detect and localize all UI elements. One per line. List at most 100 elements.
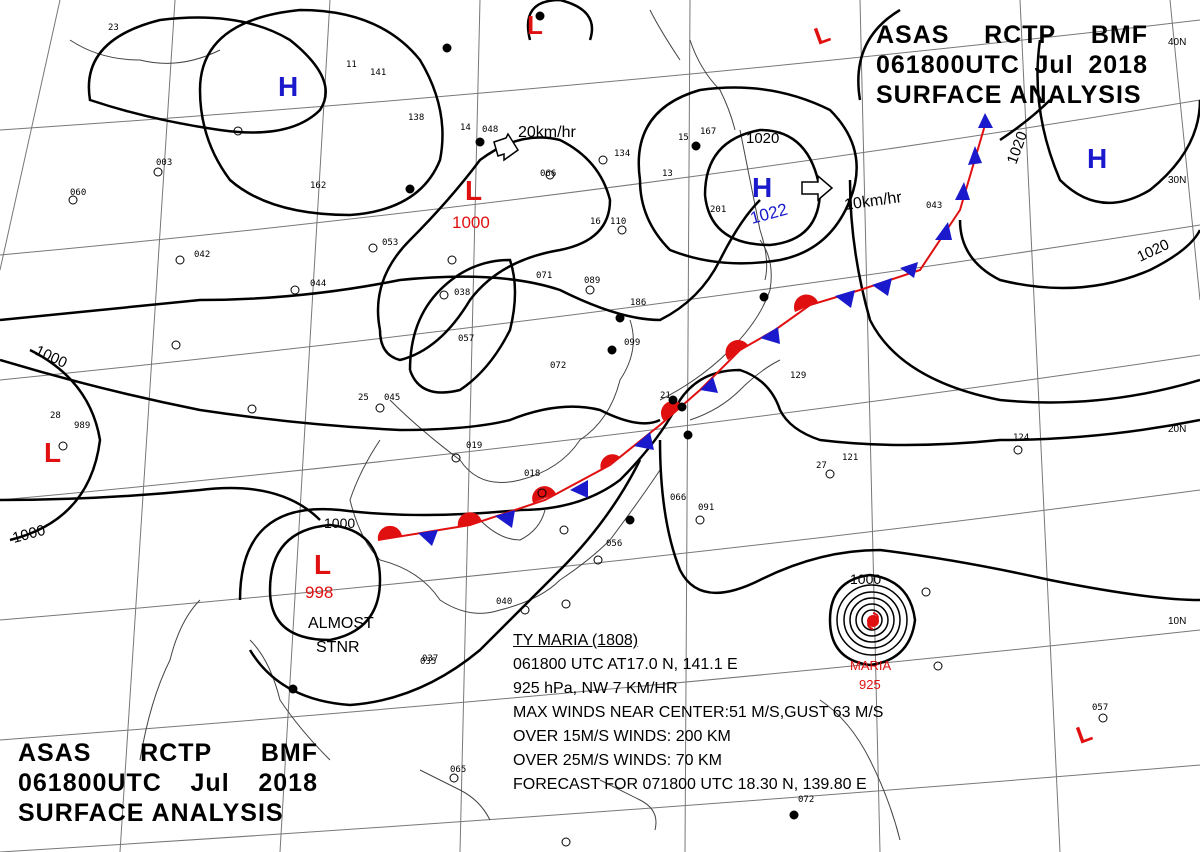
low-pressure-value: 1000 — [452, 213, 490, 232]
station-value: 045 — [384, 393, 400, 403]
isobar — [958, 219, 1200, 290]
stationary-note-line1: ALMOST — [308, 615, 374, 632]
isobar — [268, 523, 382, 642]
station-value: 056 — [606, 539, 622, 549]
station-plots — [58, 11, 1108, 847]
station-value: 124 — [1013, 433, 1029, 443]
typhoon-info-25ms-radius: OVER 25M/S WINDS: 70 KM — [513, 752, 722, 769]
station-value: 21 — [660, 391, 671, 401]
station-value: 057 — [1092, 703, 1108, 713]
station-value: 043 — [926, 201, 942, 211]
station-value: 018 — [524, 469, 540, 479]
station-value: 141 — [370, 68, 386, 78]
isobar — [828, 573, 917, 667]
low-pressure-marker: L — [44, 437, 61, 468]
stationary-note: ALMOST STNR — [308, 615, 374, 656]
station-value: 25 — [358, 393, 369, 403]
typhoon-labels: MARIA 925 — [850, 658, 892, 692]
typhoon-info-pressure: 925 hPa, NW 7 KM/HR — [513, 680, 678, 697]
station-value: 14 — [460, 123, 471, 133]
header-station: RCTP — [984, 21, 1057, 49]
typhoon-name-label: MARIA — [850, 658, 892, 673]
isobar — [637, 86, 858, 265]
latitude-labels: 40N 30N 20N 10N — [1168, 37, 1186, 627]
movement-arrow-icon — [493, 132, 520, 162]
header-month: Jul — [1034, 51, 1074, 79]
station-value: 162 — [310, 181, 326, 191]
isobar-label: 1000 — [32, 342, 69, 372]
header-time: 061800UTC — [876, 51, 1020, 79]
station-value: 138 — [408, 113, 424, 123]
isobar — [526, 0, 594, 41]
station-value: 071 — [536, 271, 552, 281]
header-title: SURFACE ANALYSIS — [18, 799, 284, 827]
station-value: 035 — [420, 657, 436, 667]
station-value: 091 — [698, 503, 714, 513]
header-agency: ASAS — [876, 21, 950, 49]
header-title: SURFACE ANALYSIS — [876, 81, 1142, 109]
isobar — [0, 358, 661, 432]
station-value: 072 — [798, 795, 814, 805]
isobar — [248, 459, 642, 707]
map-header-top-right: ASAS RCTP BMF 061800UTC Jul 2018 SURFACE… — [876, 20, 1148, 110]
coastlines — [69, 9, 901, 841]
typhoon-symbol — [867, 612, 879, 630]
movement-arrow-icon — [801, 174, 834, 202]
typhoon-info-max-winds: MAX WINDS NEAR CENTER:51 M/S,GUST 63 M/S — [513, 704, 884, 721]
movement-arrows — [493, 132, 834, 202]
station-value: 053 — [382, 238, 398, 248]
header-line1: ASAS RCTP BMF — [18, 738, 318, 768]
station-value: 089 — [584, 276, 600, 286]
typhoon-isobars — [836, 584, 908, 656]
typhoon-info-title: TY MARIA (1808) — [513, 632, 639, 649]
station-value: 057 — [458, 334, 474, 344]
isobar-label: 1000 — [11, 522, 48, 547]
station-value: 167 — [700, 127, 716, 137]
station-value: 040 — [496, 597, 512, 607]
station-value: 048 — [482, 125, 498, 135]
station-value: 28 — [50, 411, 61, 421]
high-pressure-marker: H — [278, 71, 298, 102]
header-source: BMF — [260, 739, 318, 767]
station-value: 129 — [790, 371, 806, 381]
header-line1: ASAS RCTP BMF — [876, 20, 1148, 50]
typhoon-pressure-label: 925 — [859, 677, 881, 692]
isobars — [0, 0, 1200, 707]
station-value: 201 — [710, 205, 726, 215]
isobar — [198, 8, 444, 217]
station-value: 037 — [422, 654, 438, 664]
station-numbers: 23 11 141 162 138 14 048 15 167 134 066 … — [50, 23, 1108, 805]
station-value: 121 — [842, 453, 858, 463]
isobar — [0, 199, 761, 322]
station-value: 989 — [74, 421, 90, 431]
typhoon-info-15ms-radius: OVER 15M/S WINDS: 200 KM — [513, 728, 731, 745]
header-station: RCTP — [140, 739, 213, 767]
lat-label-30n: 30N — [1168, 175, 1186, 186]
header-line2: 061800UTC Jul 2018 — [876, 50, 1148, 80]
isobar — [238, 368, 1200, 601]
isobar-labels: 1000 1000 1000 1020 1020 1020 1000 — [11, 129, 1172, 587]
header-month: Jul — [190, 769, 230, 797]
station-value: 019 — [466, 441, 482, 451]
station-value: 186 — [630, 298, 646, 308]
cold-front-triangles — [418, 113, 993, 546]
isobar — [658, 439, 1200, 602]
header-year: 2018 — [258, 769, 318, 797]
header-time: 061800UTC — [18, 769, 162, 797]
map-header-bottom-left: ASAS RCTP BMF 061800UTC Jul 2018 SURFACE… — [18, 738, 318, 828]
low-pressure-marker: L — [1073, 719, 1096, 749]
warm-front-bumps — [377, 294, 818, 540]
station-value: 15 — [678, 133, 689, 143]
low-pressure-marker: L — [465, 175, 482, 206]
isobar — [857, 8, 901, 101]
movement-speed-label: 20km/hr — [518, 124, 576, 141]
station-value: 11 — [346, 60, 357, 70]
stationary-front — [377, 113, 993, 546]
low-pressure-marker: L — [314, 549, 331, 580]
station-value: 099 — [624, 338, 640, 348]
station-value: 23 — [108, 23, 119, 33]
station-value: 110 — [610, 217, 626, 227]
station-value: 066 — [670, 493, 686, 503]
isobar — [848, 179, 1200, 404]
